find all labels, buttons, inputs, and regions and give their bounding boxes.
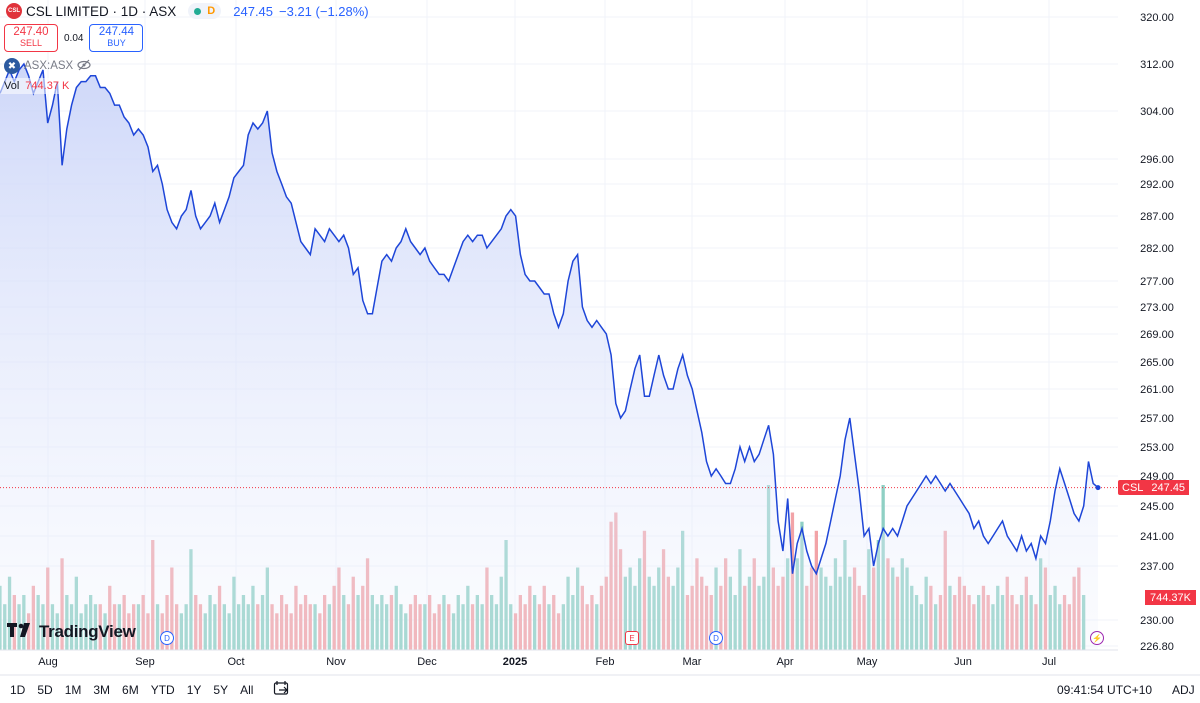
trade-panel: 247.40 SELL 0.04 247.44 BUY bbox=[4, 24, 144, 52]
csl-logo-icon: CSL bbox=[6, 3, 22, 19]
buy-label: BUY bbox=[107, 38, 126, 48]
last-price-tag: CSL 247.45 bbox=[1118, 480, 1190, 495]
range-5d-button[interactable]: 5D bbox=[37, 682, 53, 697]
tradingview-mark-icon bbox=[7, 622, 35, 642]
clock-display[interactable]: 09:41:54 UTC+10 bbox=[1057, 683, 1153, 697]
dividend-event-marker[interactable]: D bbox=[709, 631, 723, 645]
earnings-event-marker[interactable]: E bbox=[625, 631, 639, 645]
price-tag-symbol: CSL bbox=[1118, 480, 1148, 495]
x-tick-label: Jul bbox=[1042, 656, 1056, 668]
y-tick-label: 296.00 bbox=[1140, 154, 1174, 166]
range-ytd-button[interactable]: YTD bbox=[150, 682, 175, 697]
adj-toggle[interactable]: ADJ bbox=[1172, 683, 1195, 697]
y-tick-label: 269.00 bbox=[1140, 329, 1174, 341]
bottom-toolbar: 1D 5D 1M 3M 6M YTD 1Y 5Y All 09:41:54 UT… bbox=[0, 676, 1200, 703]
price-change: −3.21 (−1.28%) bbox=[279, 3, 369, 19]
y-tick-label: 241.00 bbox=[1140, 531, 1174, 543]
range-1y-button[interactable]: 1Y bbox=[186, 682, 202, 697]
x-tick-label: Jun bbox=[954, 656, 972, 668]
go-to-date-icon[interactable] bbox=[273, 680, 291, 699]
y-tick-label: 304.00 bbox=[1140, 106, 1174, 118]
x-tick-label: Dec bbox=[417, 656, 437, 668]
tradingview-logo-text: TradingView bbox=[39, 622, 136, 641]
range-5y-button[interactable]: 5Y bbox=[213, 682, 229, 697]
chart-header: CSL CSL LIMITED · 1D · ASX D 247.45 −3.2… bbox=[0, 0, 369, 22]
sell-button[interactable]: 247.40 SELL bbox=[4, 24, 58, 52]
y-tick-label: 287.00 bbox=[1140, 211, 1174, 223]
x-tick-label: Mar bbox=[683, 656, 702, 668]
time-axis[interactable]: Aug Sep Oct Nov Dec 2025 Feb Mar Apr May Jun Jul bbox=[38, 656, 1056, 668]
compare-symbol-row[interactable]: ✖ ASX:ASX bbox=[4, 58, 91, 74]
volume-value: 744.37 K bbox=[25, 80, 70, 92]
market-open-dot-icon bbox=[194, 7, 202, 15]
range-6m-button[interactable]: 6M bbox=[122, 682, 139, 697]
x-tick-label: Aug bbox=[38, 656, 58, 668]
last-price: 247.45 bbox=[233, 3, 274, 19]
sell-price: 247.40 bbox=[13, 26, 49, 38]
market-status-letter: D bbox=[207, 5, 216, 17]
asx-logo-icon: ✖ bbox=[4, 58, 20, 74]
buy-button[interactable]: 247.44 BUY bbox=[89, 24, 144, 52]
x-tick-label: Feb bbox=[596, 656, 615, 668]
range-all-button[interactable]: All bbox=[240, 682, 254, 697]
x-tick-label: Oct bbox=[227, 656, 244, 668]
volume-legend[interactable]: Vol 744.37 K bbox=[0, 78, 74, 94]
price-axis[interactable]: 320.00 312.00 304.00 296.00 292.00 287.00 282.… bbox=[1140, 12, 1174, 653]
market-status-badge[interactable]: D bbox=[188, 3, 222, 19]
spread-value: 0.04 bbox=[64, 32, 84, 44]
price-tag-value: 247.45 bbox=[1147, 480, 1190, 495]
volume-label: Vol bbox=[4, 80, 20, 92]
y-tick-label: 253.00 bbox=[1140, 442, 1174, 454]
y-tick-label: 320.00 bbox=[1140, 12, 1174, 24]
price-area-fill bbox=[0, 64, 1098, 650]
sell-label: SELL bbox=[19, 38, 43, 48]
y-tick-label: 237.00 bbox=[1140, 561, 1174, 573]
volume-tag: 744.37K bbox=[1145, 590, 1196, 605]
range-1m-button[interactable]: 1M bbox=[64, 682, 82, 697]
y-tick-label: 261.00 bbox=[1140, 384, 1174, 396]
range-1d-button[interactable]: 1D bbox=[10, 682, 26, 697]
y-tick-label: 273.00 bbox=[1140, 302, 1174, 314]
lightning-alert-icon[interactable]: ⚡ bbox=[1090, 631, 1104, 645]
x-tick-label: Apr bbox=[776, 656, 793, 668]
buy-price: 247.44 bbox=[98, 26, 135, 38]
hide-eye-icon[interactable] bbox=[77, 59, 91, 74]
last-price-dot bbox=[1095, 485, 1101, 491]
x-tick-label: May bbox=[857, 656, 878, 668]
price-line bbox=[0, 62, 1099, 576]
y-tick-label: 265.00 bbox=[1140, 357, 1174, 369]
y-tick-label: 226.80 bbox=[1140, 641, 1174, 653]
y-tick-label: 282.00 bbox=[1140, 243, 1174, 255]
dividend-event-marker[interactable]: D bbox=[160, 631, 174, 645]
y-tick-label: 277.00 bbox=[1140, 276, 1174, 288]
x-tick-label: Nov bbox=[326, 656, 346, 668]
x-tick-label: 2025 bbox=[503, 656, 527, 668]
y-tick-label: 312.00 bbox=[1140, 59, 1174, 71]
tradingview-logo[interactable]: TradingView bbox=[7, 622, 136, 642]
y-tick-label: 257.00 bbox=[1140, 413, 1174, 425]
x-tick-label: Sep bbox=[135, 656, 155, 668]
range-3m-button[interactable]: 3M bbox=[93, 682, 111, 697]
symbol-title[interactable]: CSL LIMITED · 1D · ASX bbox=[26, 3, 177, 19]
y-tick-label: 245.00 bbox=[1140, 501, 1174, 513]
compare-symbol-label: ASX:ASX bbox=[24, 60, 74, 72]
y-tick-label: 230.00 bbox=[1140, 615, 1174, 627]
y-tick-label: 292.00 bbox=[1140, 179, 1174, 191]
